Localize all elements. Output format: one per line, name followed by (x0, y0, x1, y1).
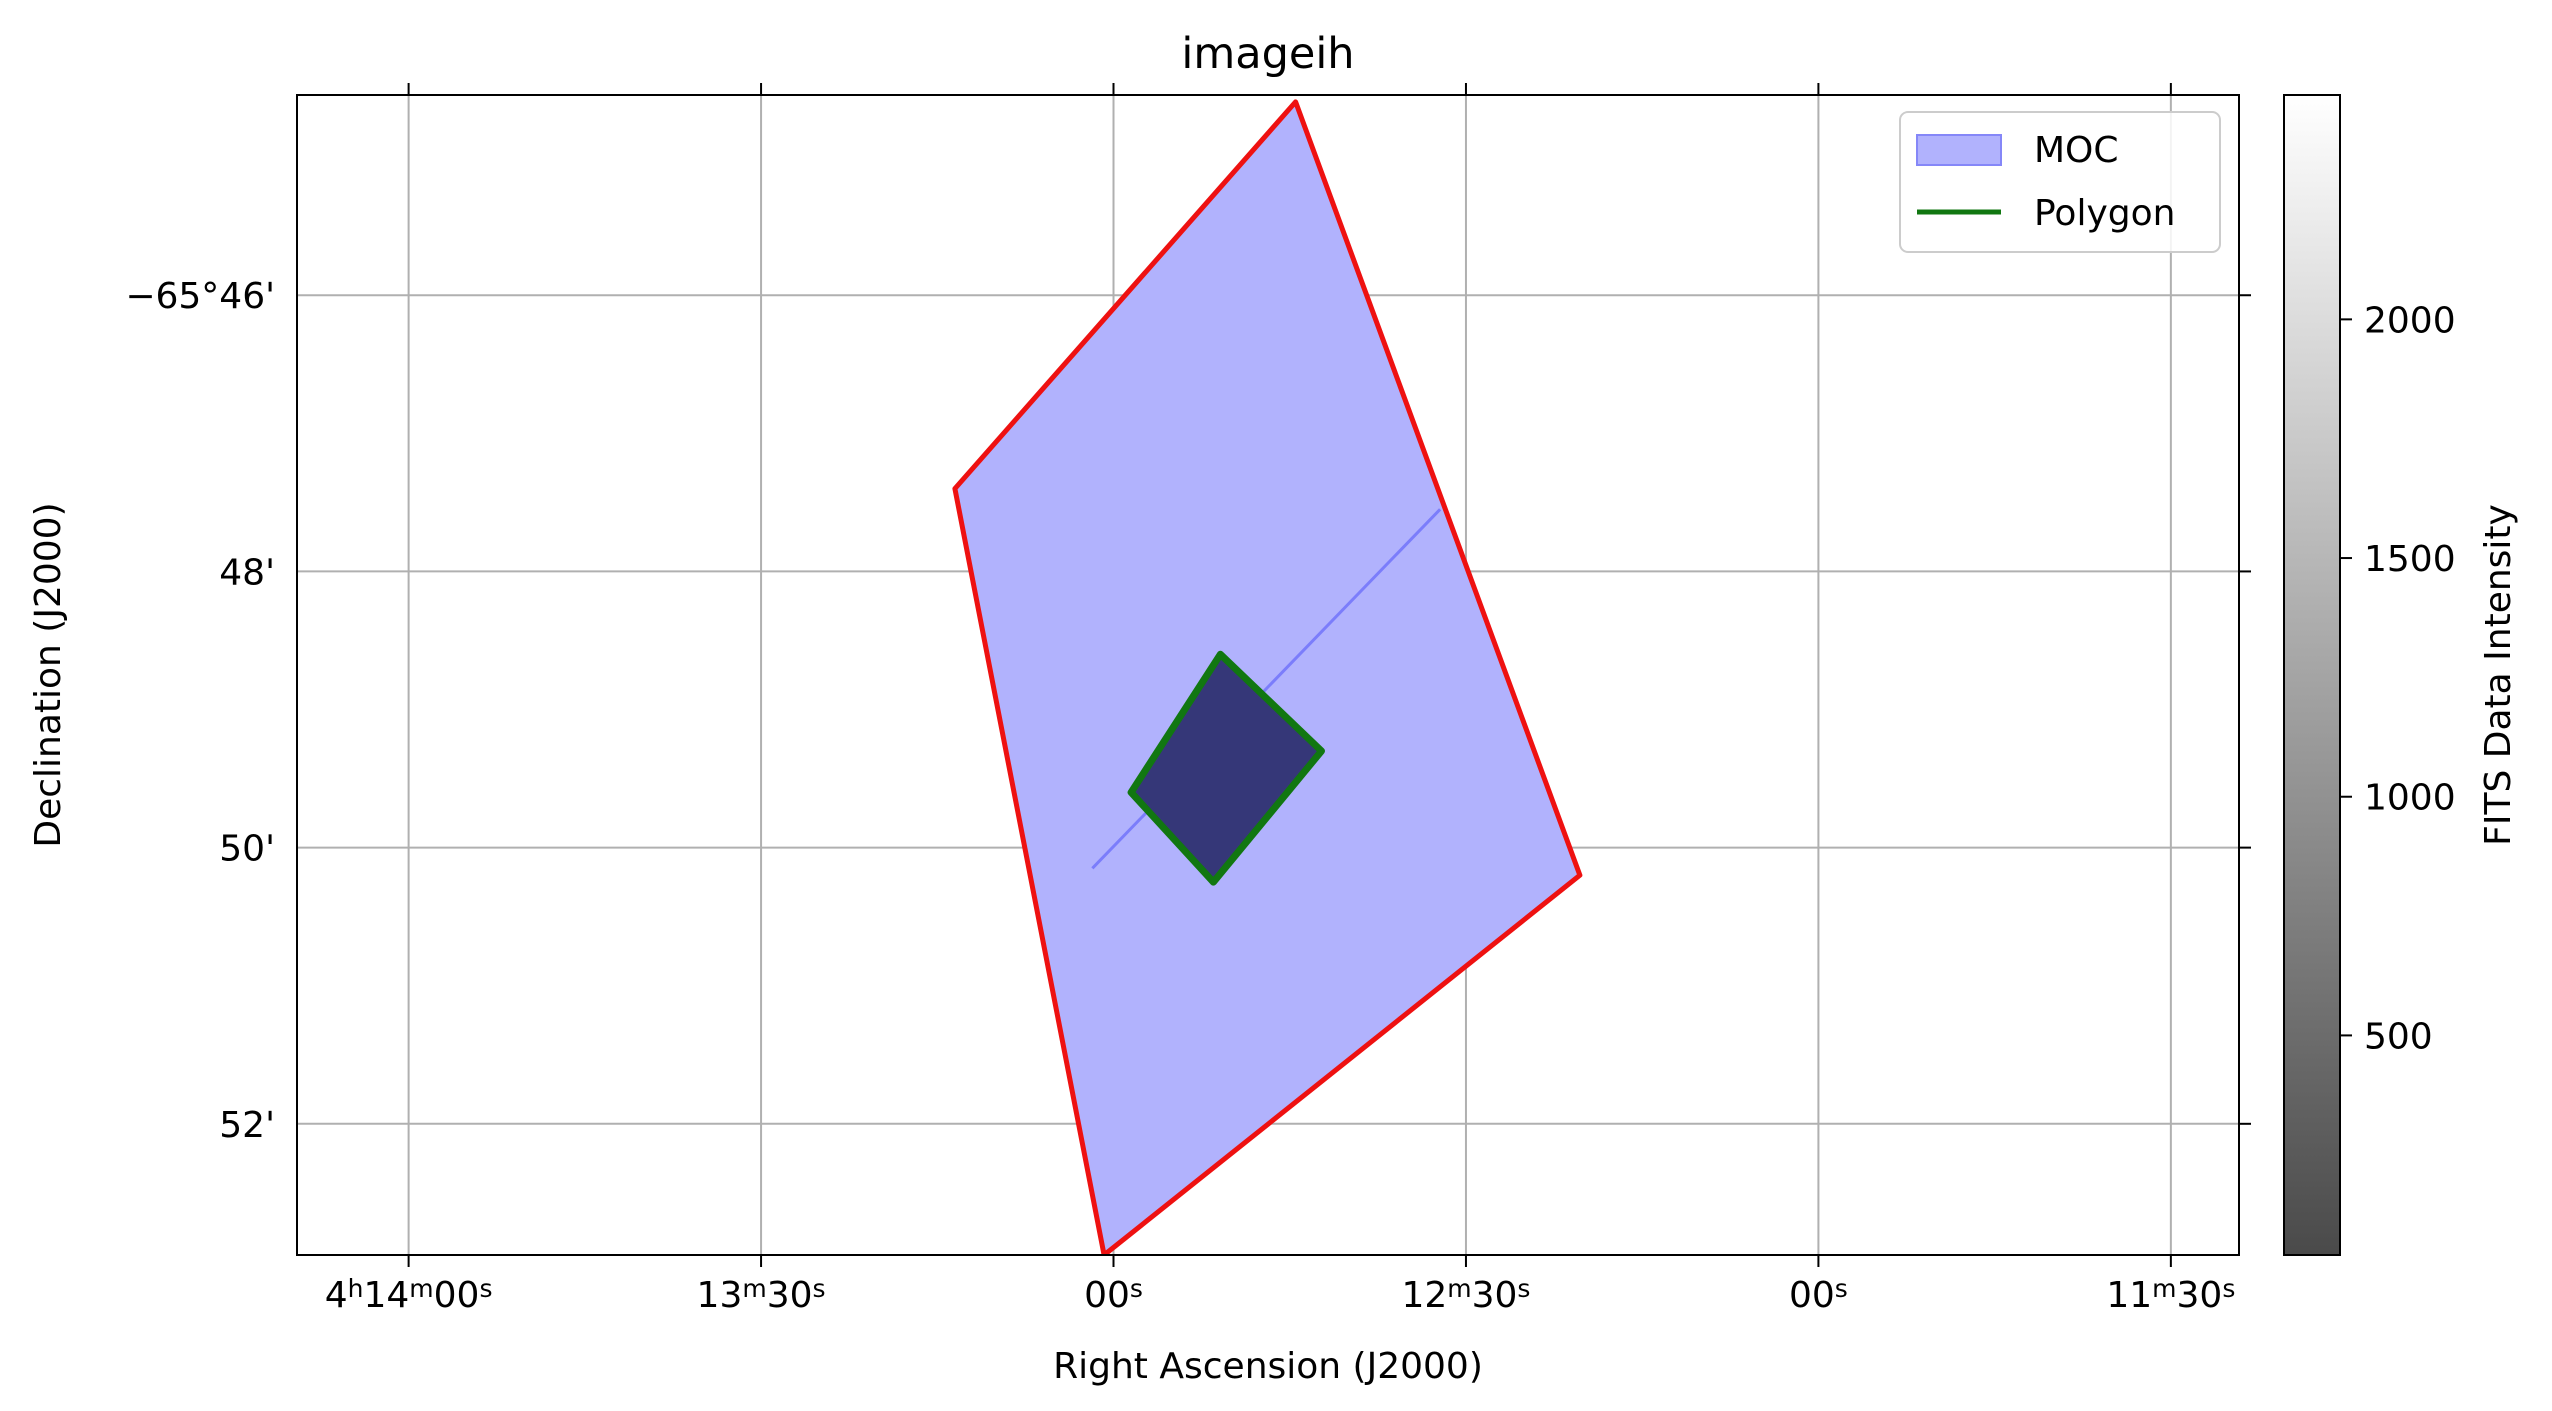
x-axis-label: Right Ascension (J2000) (1053, 1346, 1483, 1387)
y-tick-label: 52' (219, 1105, 275, 1146)
x-tick-label-part: 13 (697, 1275, 743, 1316)
x-tick-label-part: 00 (1789, 1275, 1835, 1316)
x-tick-label: 11m30s (2106, 1274, 2235, 1316)
legend-polygon-label: Polygon (2034, 193, 2175, 234)
polygon-region (1127, 650, 1325, 886)
x-tick-label-part: s (813, 1274, 826, 1303)
x-tick-label: 00s (1789, 1274, 1848, 1316)
x-tick-label-part: 14 (363, 1275, 409, 1316)
x-tick-label-part: s (1517, 1274, 1530, 1303)
x-tick-label-part: 00 (434, 1275, 480, 1316)
y-tick-label: 48' (219, 552, 275, 593)
colorbar-label: FITS Data Intensity (2478, 504, 2519, 846)
x-tick-label-part: s (2222, 1274, 2235, 1303)
x-tick-label-part: 4 (325, 1275, 348, 1316)
coverage-regions (952, 99, 1583, 1255)
x-tick-label-part: m (742, 1274, 766, 1303)
x-tick-label-part: 12 (1401, 1275, 1447, 1316)
x-tick-label-part: m (2152, 1274, 2176, 1303)
legend-moc-swatch (1916, 134, 2002, 166)
x-axis-ticks: 4h14m00s 13m30s 00s 12m30s 00s 11m30s (325, 83, 2235, 1316)
x-tick-label-part: 30 (2177, 1275, 2223, 1316)
x-tick-label: 00s (1084, 1274, 1143, 1316)
x-tick-label-part: m (409, 1274, 433, 1303)
chart-title: imageih (1181, 29, 1354, 79)
x-tick-label-part: 00 (1084, 1275, 1130, 1316)
legend-moc-label: MOC (2034, 130, 2119, 171)
colorbar: 500 1000 1500 2000 FITS Data Intensity (2283, 94, 2519, 1256)
colorbar-tick-label: 1500 (2364, 539, 2456, 580)
x-tick-label-part: m (1447, 1274, 1471, 1303)
x-tick-label-part: 30 (767, 1275, 813, 1316)
x-tick-label-part: 11 (2106, 1275, 2152, 1316)
colorbar-gradient (2283, 94, 2341, 1256)
y-axis-ticks: −65°46' 48' 50' 52' (125, 276, 2251, 1146)
x-tick-label: 13m30s (697, 1274, 826, 1316)
plot-frame (296, 94, 2240, 1256)
x-tick-label-part: 30 (1472, 1275, 1518, 1316)
moc-region (952, 99, 1583, 1255)
y-tick-label: 50' (219, 829, 275, 870)
y-tick-label: −65°46' (125, 276, 275, 317)
x-tick-label-part: s (479, 1274, 492, 1303)
x-tick-label-part: s (1835, 1274, 1848, 1303)
legend: MOC Polygon (1899, 111, 2221, 253)
y-axis-label: Declination (J2000) (28, 502, 69, 847)
colorbar-tick-label: 1000 (2364, 778, 2456, 819)
x-tick-label-part: h (348, 1274, 364, 1303)
x-tick-label-part: s (1130, 1274, 1143, 1303)
colorbar-tick-label: 2000 (2364, 300, 2456, 341)
x-tick-label: 4h14m00s (325, 1274, 493, 1316)
colorbar-tick-label: 500 (2364, 1016, 2433, 1057)
x-tick-label: 12m30s (1401, 1274, 1530, 1316)
colorbar-ticks: 500 1000 1500 2000 (2340, 300, 2456, 1057)
